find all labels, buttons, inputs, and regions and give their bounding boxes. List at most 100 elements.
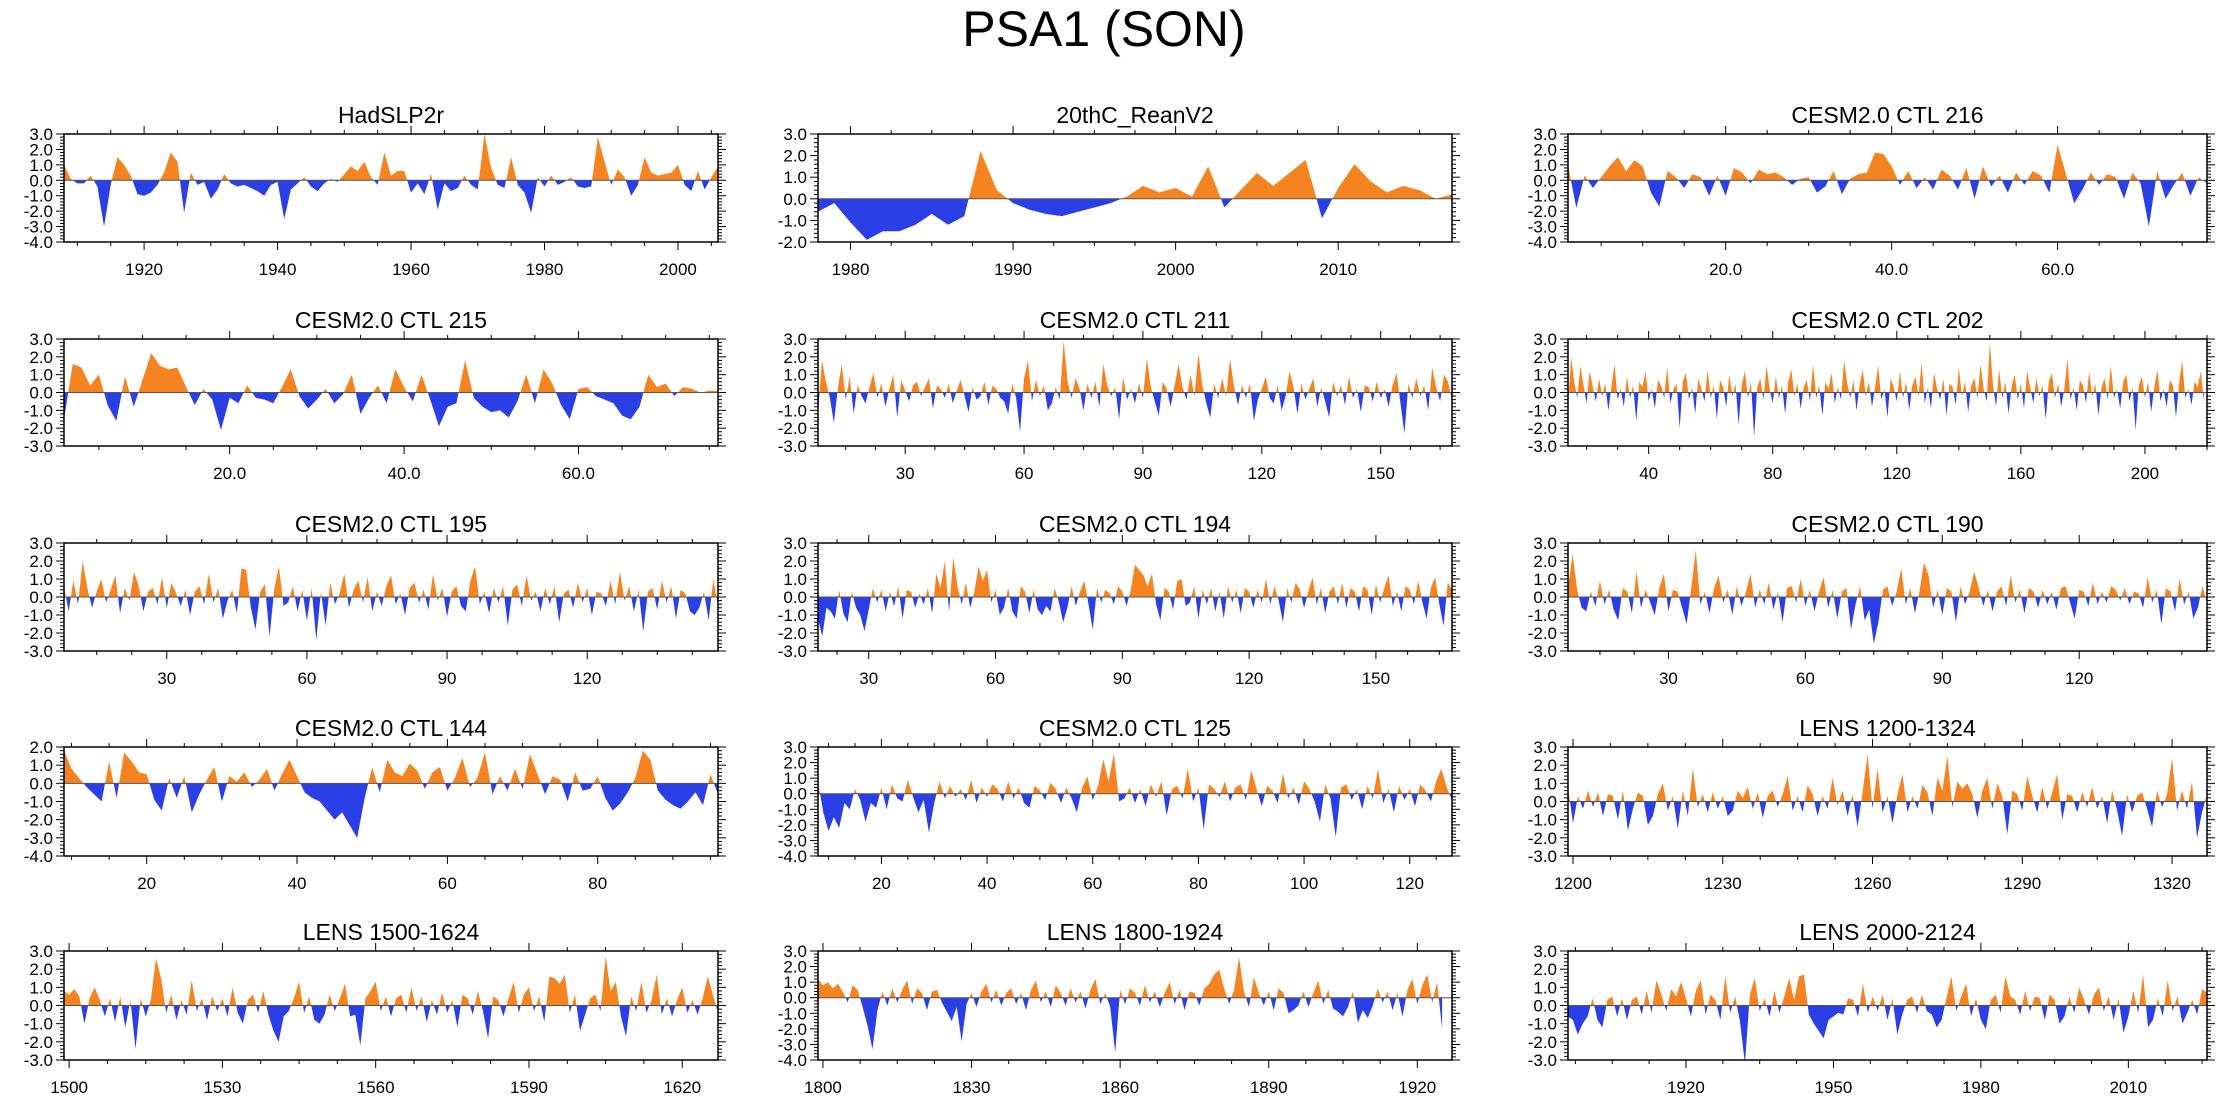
panel-cesm2-0-ctl-215-ytick-label: 1.0 xyxy=(29,366,53,385)
panel-cesm2-0-ctl-144-ytick-label: -1.0 xyxy=(24,793,53,812)
panel-cesm2-0-ctl-144-positive-area xyxy=(64,750,718,784)
panel-cesm2-0-ctl-144-ytick-label: -4.0 xyxy=(24,847,53,866)
panel-cesm2-0-ctl-215-negative-area xyxy=(64,392,718,430)
panel-cesm2-0-ctl-202-xtick-label: 120 xyxy=(1883,464,1911,483)
panel-20thc-reanv2-xtick-label: 2000 xyxy=(1157,260,1195,279)
panel-lens-2000-2124-ytick-label: 0.0 xyxy=(1533,997,1557,1016)
panel-cesm2-0-ctl-215-ytick-label: -3.0 xyxy=(24,437,53,456)
panel-cesm2-0-ctl-144-xtick-label: 20 xyxy=(137,874,156,893)
panel-lens-1800-1924-xtick-label: 1860 xyxy=(1101,1078,1139,1097)
panel-cesm2-0-ctl-195-xtick-label: 30 xyxy=(157,669,176,688)
panel-cesm2-0-ctl-215-positive-area xyxy=(64,353,718,393)
panel-cesm2-0-ctl-125-ytick-label: -1.0 xyxy=(778,800,807,819)
panel-lens-1500-1624-xtick-label: 1500 xyxy=(50,1078,88,1097)
panel-hadslp2r-ytick-label: 1.0 xyxy=(29,156,53,175)
panel-cesm2-0-ctl-216-negative-area xyxy=(1568,180,2207,227)
panel-lens-1200-1324-xtick-label: 1290 xyxy=(2003,874,2041,893)
panel-lens-2000-2124-xtick-label: 2010 xyxy=(2109,1078,2147,1097)
panel-lens-1200-1324-ytick-label: -3.0 xyxy=(1528,847,1557,866)
panel-cesm2-0-ctl-216-ytick-label: 3.0 xyxy=(1533,125,1557,144)
panel-cesm2-0-ctl-125: CESM2.0 CTL 125 3.02.01.00.0-1.0-2.0-3.0-… xyxy=(778,715,1460,893)
panel-hadslp2r-ytick-label: -1.0 xyxy=(24,187,53,206)
panel-cesm2-0-ctl-144-xtick-label: 80 xyxy=(588,874,607,893)
panel-cesm2-0-ctl-125-xtick-label: 100 xyxy=(1290,874,1318,893)
panel-lens-1800-1924-negative-area xyxy=(818,997,1443,1053)
panel-cesm2-0-ctl-216-xtick-label: 60.0 xyxy=(2041,260,2074,279)
panel-cesm2-0-ctl-216-ytick-label: -3.0 xyxy=(1528,218,1557,237)
panel-cesm2-0-ctl-190-title: CESM2.0 CTL 190 xyxy=(1791,511,1983,537)
panel-cesm2-0-ctl-190: CESM2.0 CTL 190 3.02.01.00.0-1.0-2.0-3.0 3… xyxy=(1528,511,2215,688)
panel-lens-1200-1324-ytick-label: -2.0 xyxy=(1528,829,1557,848)
panel-cesm2-0-ctl-125-ytick-label: -2.0 xyxy=(778,816,807,835)
panel-lens-2000-2124-xtick-label: 1920 xyxy=(1667,1078,1705,1097)
panel-lens-1800-1924: LENS 1800-1924 3.02.01.00.0-1.0-2.0-3.0-4… xyxy=(778,919,1460,1097)
panel-lens-2000-2124-xtick-label: 1950 xyxy=(1815,1078,1853,1097)
panel-lens-1800-1924-ytick-label: 2.0 xyxy=(783,958,807,977)
panel-20thc-reanv2-ytick-label: 0.0 xyxy=(783,190,807,209)
panel-lens-1800-1924-axes-frame xyxy=(817,950,1453,1061)
panel-cesm2-0-ctl-215-xtick-label: 60.0 xyxy=(562,464,595,483)
panel-cesm2-0-ctl-215-ytick-label: 2.0 xyxy=(29,348,53,367)
panel-lens-1200-1324-ytick-label: 0.0 xyxy=(1533,793,1557,812)
panel-cesm2-0-ctl-194-xtick-label: 60 xyxy=(986,669,1005,688)
panel-lens-2000-2124-title: LENS 2000-2124 xyxy=(1799,919,1976,945)
panel-cesm2-0-ctl-202-xtick-label: 40 xyxy=(1639,464,1658,483)
panel-cesm2-0-ctl-190-xtick-label: 90 xyxy=(1933,669,1952,688)
panel-20thc-reanv2-title: 20thC_ReanV2 xyxy=(1056,102,1213,128)
panel-hadslp2r-title: HadSLP2r xyxy=(338,102,444,128)
panel-cesm2-0-ctl-202-ytick-label: 2.0 xyxy=(1533,348,1557,367)
panel-lens-1800-1924-xtick-label: 1800 xyxy=(804,1078,842,1097)
panel-cesm2-0-ctl-125-xtick-label: 20 xyxy=(872,874,891,893)
panel-lens-2000-2124: LENS 2000-2124 3.02.01.00.0-1.0-2.0-3.0 19… xyxy=(1528,919,2215,1097)
panel-cesm2-0-ctl-194-negative-area xyxy=(818,597,1452,637)
panel-cesm2-0-ctl-194-ytick-label: 2.0 xyxy=(783,552,807,571)
panel-20thc-reanv2-ytick-label: 1.0 xyxy=(783,168,807,187)
panel-cesm2-0-ctl-190-positive-area xyxy=(1568,550,2207,597)
panel-lens-1800-1924-positive-area xyxy=(818,957,1443,998)
panel-cesm2-0-ctl-195-xtick-label: 90 xyxy=(438,669,457,688)
panel-cesm2-0-ctl-194-xtick-label: 150 xyxy=(1362,669,1390,688)
panel-20thc-reanv2-ytick-label: 3.0 xyxy=(783,125,807,144)
panel-cesm2-0-ctl-194-ytick-label: -3.0 xyxy=(778,642,807,661)
panel-cesm2-0-ctl-216-ytick-label: 1.0 xyxy=(1533,156,1557,175)
panel-lens-1200-1324-negative-area xyxy=(1568,801,2207,838)
panel-20thc-reanv2-positive-area xyxy=(818,151,1452,199)
panel-cesm2-0-ctl-211-xtick-label: 120 xyxy=(1248,464,1276,483)
panel-cesm2-0-ctl-216-ytick-label: -4.0 xyxy=(1528,233,1557,252)
panel-hadslp2r-xtick-label: 1920 xyxy=(125,260,163,279)
panel-lens-1500-1624-ytick-label: 3.0 xyxy=(29,942,53,961)
panel-lens-1200-1324-ytick-label: -1.0 xyxy=(1528,811,1557,830)
panel-lens-1800-1924-xtick-label: 1890 xyxy=(1250,1078,1288,1097)
panel-cesm2-0-ctl-144-title: CESM2.0 CTL 144 xyxy=(295,715,487,741)
panel-lens-1800-1924-ytick-label: -4.0 xyxy=(778,1051,807,1070)
panel-lens-1200-1324-ytick-label: 3.0 xyxy=(1533,738,1557,757)
panel-cesm2-0-ctl-215-xtick-label: 40.0 xyxy=(388,464,421,483)
panel-cesm2-0-ctl-216-xtick-label: 20.0 xyxy=(1709,260,1742,279)
panel-cesm2-0-ctl-211: CESM2.0 CTL 211 3.02.01.00.0-1.0-2.0-3.0 3… xyxy=(778,307,1460,483)
panel-lens-2000-2124-ytick-label: 2.0 xyxy=(1533,960,1557,979)
panel-hadslp2r-ytick-label: 3.0 xyxy=(29,125,53,144)
panel-lens-1800-1924-title: LENS 1800-1924 xyxy=(1047,919,1224,945)
panel-lens-1800-1924-xtick-label: 1920 xyxy=(1398,1078,1436,1097)
panel-cesm2-0-ctl-194-xtick-label: 30 xyxy=(859,669,878,688)
panel-cesm2-0-ctl-215-xtick-label: 20.0 xyxy=(213,464,246,483)
figure-title: PSA1 (SON) xyxy=(962,1,1245,57)
panel-lens-2000-2124-negative-area xyxy=(1568,1005,2207,1060)
panel-hadslp2r-xtick-label: 1940 xyxy=(259,260,297,279)
panel-cesm2-0-ctl-195-xtick-label: 120 xyxy=(573,669,601,688)
panel-cesm2-0-ctl-190-ytick-label: -1.0 xyxy=(1528,606,1557,625)
panel-cesm2-0-ctl-195-ytick-label: 1.0 xyxy=(29,570,53,589)
panel-lens-1200-1324-xtick-label: 1320 xyxy=(2153,874,2191,893)
panel-cesm2-0-ctl-216-ytick-label: 2.0 xyxy=(1533,140,1557,159)
panel-cesm2-0-ctl-144-ytick-label: 2.0 xyxy=(29,738,53,757)
panel-lens-2000-2124-ytick-label: 3.0 xyxy=(1533,942,1557,961)
panel-cesm2-0-ctl-216-axes-frame xyxy=(1567,133,2208,243)
panel-cesm2-0-ctl-211-ytick-label: -3.0 xyxy=(778,437,807,456)
panel-cesm2-0-ctl-195-ytick-label: 3.0 xyxy=(29,534,53,553)
panel-lens-2000-2124-ytick-label: 1.0 xyxy=(1533,978,1557,997)
panel-cesm2-0-ctl-194-title: CESM2.0 CTL 194 xyxy=(1039,511,1231,537)
panel-hadslp2r-positive-area xyxy=(64,134,718,181)
panel-cesm2-0-ctl-215-ytick-label: 0.0 xyxy=(29,384,53,403)
panel-lens-1200-1324-positive-area xyxy=(1568,754,2207,802)
